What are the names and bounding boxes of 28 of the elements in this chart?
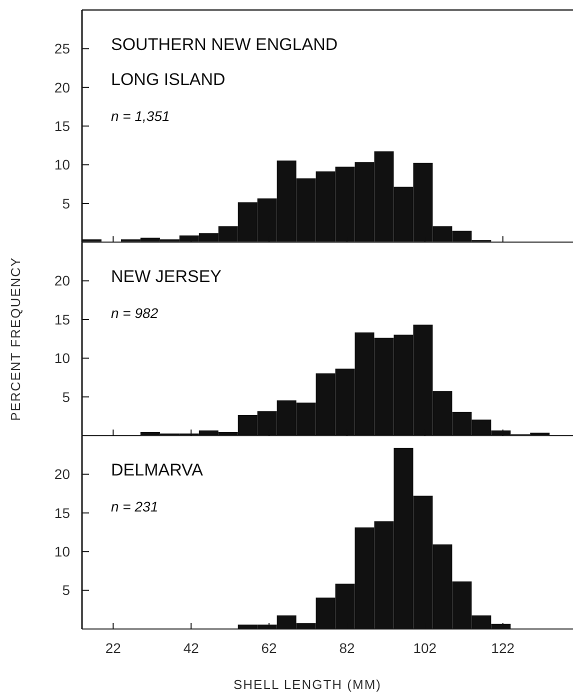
y-tick-label: 20 <box>54 272 70 289</box>
y-tick-label: 5 <box>62 388 70 405</box>
y-tick-label: 15 <box>54 504 70 521</box>
x-tick-label: 22 <box>105 640 122 656</box>
y-tick-label: 15 <box>54 311 70 328</box>
text: SOUTHERN NEW ENGLAND <box>111 35 338 54</box>
x-tick-label: 62 <box>261 640 278 656</box>
x-tick-label: 82 <box>339 640 355 656</box>
text: LONG ISLAND <box>111 70 226 89</box>
y-tick-label: 20 <box>54 466 70 482</box>
y-tick-label: 10 <box>54 544 70 560</box>
x-tick-label: 42 <box>183 640 200 656</box>
y-tick-label: 5 <box>62 195 70 212</box>
y-axis-title: PERCENT FREQUENCY <box>8 256 23 421</box>
x-tick-label: 122 <box>491 640 515 656</box>
text: DELMARVA <box>111 460 204 480</box>
x-tick-label: 102 <box>413 640 437 656</box>
annotation: n = 1,351 <box>111 108 170 124</box>
y-tick-label: 5 <box>62 582 70 598</box>
annotation: n = 982 <box>111 305 158 322</box>
y-tick-label: 15 <box>54 118 70 134</box>
y-tick-label: 20 <box>54 79 70 96</box>
y-tick-label: 10 <box>54 350 70 366</box>
y-tick-label: 10 <box>54 156 70 173</box>
y-tick-label: 25 <box>54 40 70 57</box>
text: NEW JERSEY <box>111 267 222 286</box>
x-axis-title: SHELL LENGTH (MM) <box>234 677 382 692</box>
annotation: n = 231 <box>111 498 158 515</box>
